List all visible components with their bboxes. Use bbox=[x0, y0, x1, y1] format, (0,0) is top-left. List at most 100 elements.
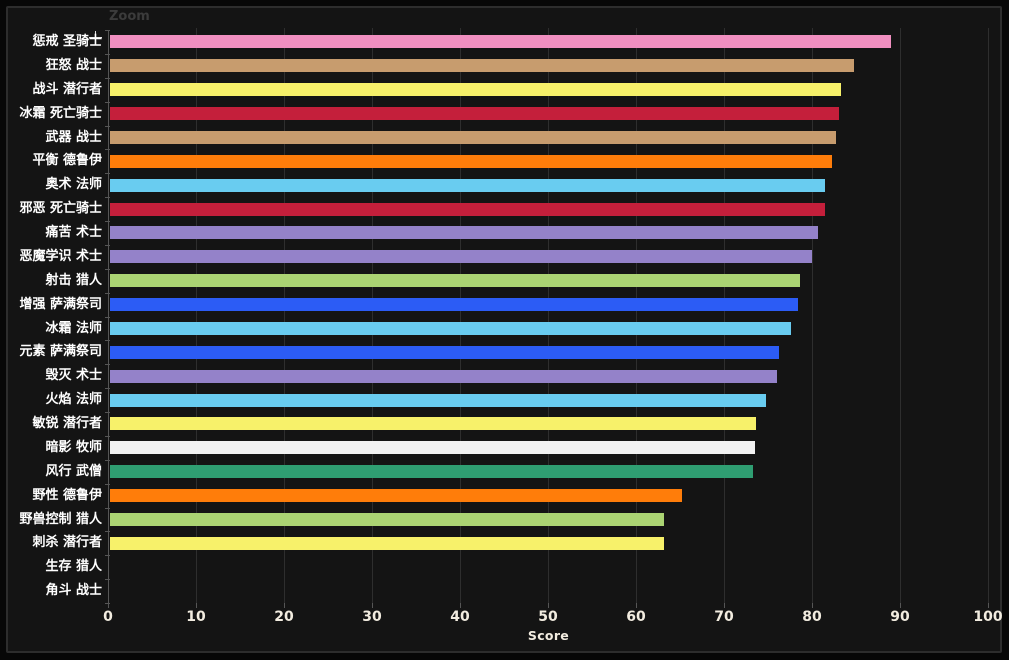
bar[interactable] bbox=[110, 59, 854, 73]
y-axis-tick-mark bbox=[105, 244, 110, 246]
y-axis-labels: 惩戒 圣骑士狂怒 战士战斗 潜行者冰霜 死亡骑士武器 战士平衡 德鲁伊奥术 法师… bbox=[0, 30, 102, 603]
y-axis-tick-mark bbox=[105, 268, 110, 270]
gridline bbox=[460, 28, 461, 603]
x-axis: 0 10 20 30 40 50 60 70 80 90 100 bbox=[0, 603, 1009, 643]
y-axis-tick-mark bbox=[105, 603, 110, 604]
bar[interactable] bbox=[110, 465, 754, 479]
x-axis-tick-mark bbox=[900, 603, 901, 608]
x-axis-tick-label: 0 bbox=[103, 609, 113, 625]
x-axis-tick-mark bbox=[724, 603, 725, 608]
y-axis-tick-mark bbox=[105, 125, 110, 127]
x-axis-tick-mark bbox=[812, 603, 813, 608]
y-axis-label: 暗影 牧师 bbox=[45, 439, 102, 455]
y-axis-label: 增强 萨满祭司 bbox=[19, 296, 102, 312]
crosshair-vertical-line bbox=[95, 31, 96, 44]
y-axis-label: 武器 战士 bbox=[45, 129, 102, 145]
y-axis-label: 狂怒 战士 bbox=[45, 57, 102, 73]
y-axis-label: 战斗 潜行者 bbox=[32, 81, 102, 97]
y-axis-label: 惩戒 圣骑士 bbox=[32, 34, 102, 49]
x-axis-tick-mark bbox=[460, 603, 461, 608]
x-axis-tick-label: 80 bbox=[802, 609, 822, 625]
y-axis-tick-mark bbox=[105, 30, 110, 31]
plot-area bbox=[105, 28, 990, 604]
bar[interactable] bbox=[110, 441, 756, 455]
gridline bbox=[372, 28, 373, 603]
y-axis-tick-mark bbox=[105, 412, 110, 413]
x-axis-tick-mark bbox=[636, 603, 637, 608]
bar[interactable] bbox=[110, 226, 818, 240]
y-axis-tick-mark bbox=[105, 531, 110, 533]
bar[interactable] bbox=[110, 250, 813, 264]
crosshair-cursor-icon bbox=[89, 31, 102, 44]
y-axis-label: 邪恶 死亡骑士 bbox=[19, 201, 102, 217]
gridline bbox=[724, 28, 725, 603]
bar[interactable] bbox=[110, 274, 800, 288]
bar[interactable] bbox=[110, 369, 778, 383]
gridline bbox=[284, 28, 285, 603]
gridline bbox=[900, 28, 901, 603]
bar[interactable] bbox=[110, 298, 799, 312]
y-axis-label: 角斗 战士 bbox=[45, 583, 102, 599]
gridline bbox=[196, 28, 197, 603]
x-axis-tick-mark bbox=[548, 603, 549, 608]
x-axis-tick-mark bbox=[372, 603, 373, 608]
y-axis-tick-mark bbox=[105, 459, 110, 461]
y-axis-label: 元素 萨满祭司 bbox=[19, 344, 102, 360]
x-axis-tick-label: 70 bbox=[714, 609, 734, 625]
bar[interactable] bbox=[110, 345, 779, 359]
y-axis-tick-mark bbox=[105, 555, 110, 557]
y-axis-tick-mark bbox=[105, 173, 110, 175]
gridline bbox=[812, 28, 813, 603]
bar[interactable] bbox=[110, 202, 826, 216]
y-axis-label: 毁灭 术士 bbox=[45, 368, 102, 384]
gridline bbox=[548, 28, 549, 603]
y-axis-tick-mark bbox=[105, 435, 110, 437]
y-axis-tick-mark bbox=[105, 221, 110, 222]
y-axis-tick-mark bbox=[105, 292, 110, 294]
y-axis-tick-mark bbox=[105, 579, 110, 581]
gridline bbox=[636, 28, 637, 603]
x-axis-tick-label: 10 bbox=[186, 609, 206, 625]
bar[interactable] bbox=[110, 83, 842, 97]
x-axis-tick-label: 20 bbox=[274, 609, 294, 625]
y-axis-tick-mark bbox=[105, 149, 110, 151]
x-axis-tick-mark bbox=[108, 603, 109, 608]
gridline bbox=[988, 28, 989, 603]
x-axis-tick-label: 40 bbox=[450, 609, 470, 625]
y-axis-label: 射击 猎人 bbox=[45, 272, 102, 288]
y-axis-label: 痛苦 术士 bbox=[45, 225, 102, 240]
bar[interactable] bbox=[110, 489, 682, 503]
bar[interactable] bbox=[110, 417, 756, 431]
bar[interactable] bbox=[110, 393, 766, 407]
y-axis-label: 野性 德鲁伊 bbox=[32, 487, 102, 503]
x-axis-tick-label: 30 bbox=[362, 609, 382, 625]
y-axis-tick-mark bbox=[105, 340, 110, 342]
y-axis-label: 冰霜 法师 bbox=[45, 320, 102, 336]
x-axis-title: Score bbox=[527, 628, 570, 643]
y-axis-label: 冰霜 死亡骑士 bbox=[19, 105, 102, 121]
y-axis-tick-mark bbox=[105, 388, 110, 390]
y-axis-tick-mark bbox=[105, 364, 110, 366]
y-axis-label: 刺杀 潜行者 bbox=[32, 535, 102, 551]
bar[interactable] bbox=[110, 154, 833, 168]
y-axis-label: 风行 武僧 bbox=[45, 463, 102, 479]
bar[interactable] bbox=[110, 512, 665, 526]
y-axis-tick-mark bbox=[105, 101, 110, 103]
y-axis-label: 平衡 德鲁伊 bbox=[32, 153, 102, 169]
bar[interactable] bbox=[110, 35, 891, 49]
y-axis-tick-mark bbox=[105, 483, 110, 485]
x-axis-tick-mark bbox=[284, 603, 285, 608]
y-axis-tick-mark bbox=[105, 316, 110, 318]
bar[interactable] bbox=[110, 178, 826, 192]
bar[interactable] bbox=[110, 536, 664, 550]
y-axis-label: 恶魔学识 术士 bbox=[19, 248, 102, 264]
y-axis-label: 敏锐 潜行者 bbox=[32, 416, 102, 431]
y-axis-tick-mark bbox=[105, 77, 110, 79]
zoom-button[interactable]: Zoom bbox=[109, 9, 150, 24]
bar[interactable] bbox=[110, 107, 839, 121]
y-axis-label: 野兽控制 猎人 bbox=[19, 511, 102, 527]
bar[interactable] bbox=[110, 130, 836, 144]
y-axis-label: 奥术 法师 bbox=[45, 177, 102, 193]
y-axis-tick-mark bbox=[105, 197, 110, 199]
bar[interactable] bbox=[110, 321, 792, 335]
